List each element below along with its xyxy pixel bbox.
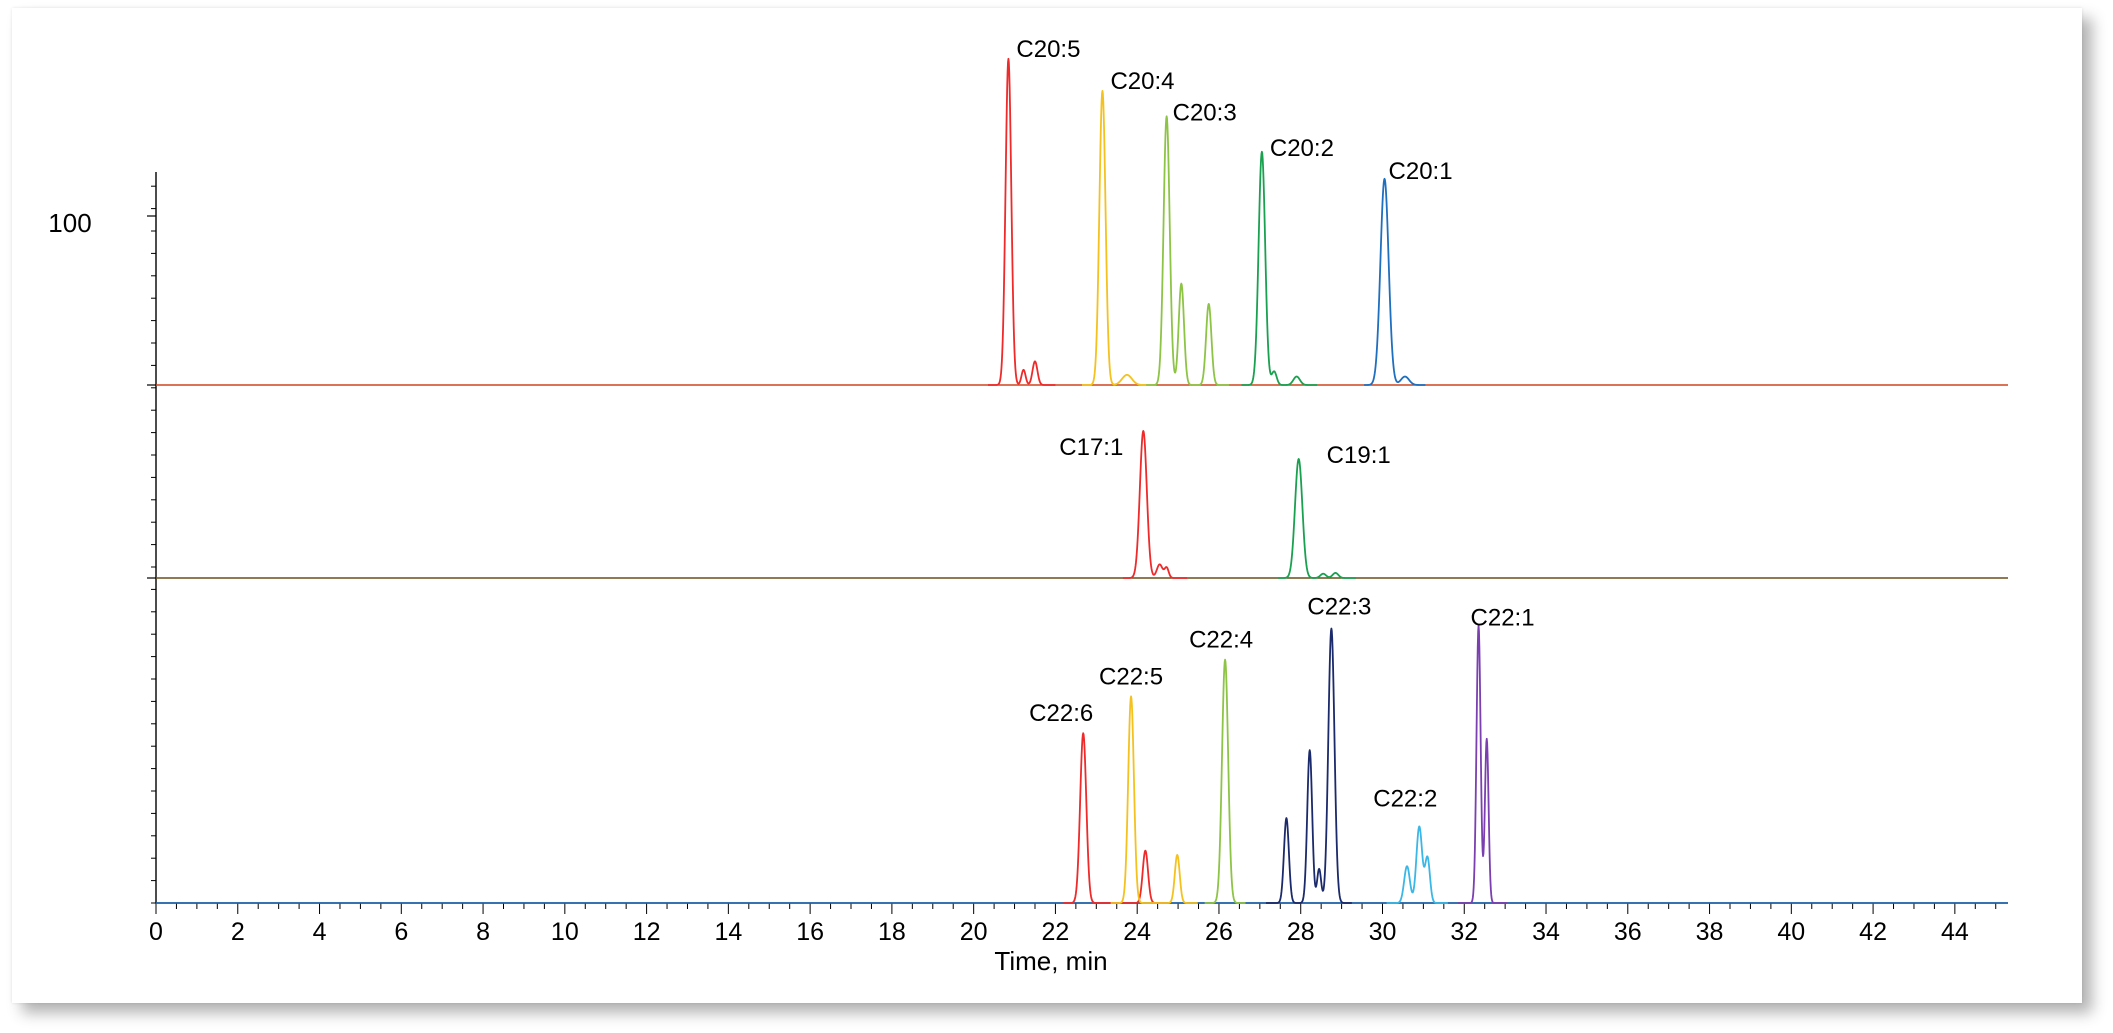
x-tick-label: 8 xyxy=(476,918,490,946)
peak-label-C22-4: C22:4 xyxy=(1189,627,1253,654)
x-tick-label: 34 xyxy=(1532,918,1560,946)
peak-label-C20-1: C20:1 xyxy=(1389,158,1453,185)
chromatogram-traces xyxy=(987,57,1508,904)
peak-trace-C22-2 xyxy=(1386,825,1449,904)
panel-baselines xyxy=(156,384,2008,904)
x-tick-label: 18 xyxy=(878,918,906,946)
peak-trace-C19-1 xyxy=(1277,458,1357,579)
peak-trace-C22-6 xyxy=(1062,732,1167,904)
x-tick-label: 10 xyxy=(551,918,579,946)
peak-label-C19-1: C19:1 xyxy=(1327,442,1391,469)
x-tick-label: 36 xyxy=(1614,918,1642,946)
peak-trace-C20-5 xyxy=(987,57,1056,386)
x-tick-label: 2 xyxy=(231,918,245,946)
x-tick-label: 40 xyxy=(1777,918,1805,946)
x-tick-label: 16 xyxy=(796,918,824,946)
peak-label-C17-1: C17:1 xyxy=(1059,434,1123,461)
peak-trace-C20-1 xyxy=(1363,177,1426,386)
peak-trace-C20-2 xyxy=(1240,150,1318,386)
x-tick-label: 20 xyxy=(960,918,988,946)
peak-trace-C22-3 xyxy=(1265,627,1353,904)
peak-labels: C20:5 C20:4 C20:3 C20:2 C20:1 C17:1 C19:1 C22:6… xyxy=(1016,36,1534,813)
peak-trace-C22-1 xyxy=(1457,624,1508,904)
x-tick-label: 30 xyxy=(1369,918,1397,946)
x-tick-label: 0 xyxy=(149,918,163,946)
peak-label-C20-5: C20:5 xyxy=(1016,36,1080,63)
x-tick-label: 28 xyxy=(1287,918,1315,946)
x-tick-label: 12 xyxy=(633,918,661,946)
x-tick-label: 38 xyxy=(1696,918,1724,946)
peak-trace-C17-1 xyxy=(1122,430,1188,579)
x-tick-label: 44 xyxy=(1941,918,1969,946)
peak-label-C22-5: C22:5 xyxy=(1099,663,1163,690)
peak-label-C22-6: C22:6 xyxy=(1029,700,1093,727)
y-tick-label: 100 xyxy=(48,208,91,238)
x-axis-title: Time, min xyxy=(994,946,1107,976)
peak-label-C20-4: C20:4 xyxy=(1110,68,1174,95)
peak-trace-C20-4 xyxy=(1081,90,1148,386)
peak-trace-C20-3 xyxy=(1145,115,1230,386)
peak-trace-C22-5 xyxy=(1110,695,1199,904)
peak-label-C22-2: C22:2 xyxy=(1373,786,1437,813)
peak-label-C22-3: C22:3 xyxy=(1307,593,1371,620)
peak-label-C22-1: C22:1 xyxy=(1471,605,1535,632)
x-tick-label: 42 xyxy=(1859,918,1887,946)
chart-card xyxy=(12,8,2082,1003)
peak-trace-C22-4 xyxy=(1204,658,1247,904)
axes: 100 Time, min 0 2 4 6 8 10 12 14 16 18 20 22 24 26 28 3… xyxy=(48,172,2008,976)
x-tick-label: 4 xyxy=(313,918,327,946)
x-tick-label: 26 xyxy=(1205,918,1233,946)
peak-label-C20-3: C20:3 xyxy=(1173,99,1237,126)
x-tick-label: 6 xyxy=(394,918,408,946)
x-tick-label: 24 xyxy=(1123,918,1151,946)
x-tick-label: 32 xyxy=(1450,918,1478,946)
x-tick-label: 22 xyxy=(1042,918,1070,946)
x-tick-label: 14 xyxy=(714,918,742,946)
peak-label-C20-2: C20:2 xyxy=(1270,135,1334,162)
